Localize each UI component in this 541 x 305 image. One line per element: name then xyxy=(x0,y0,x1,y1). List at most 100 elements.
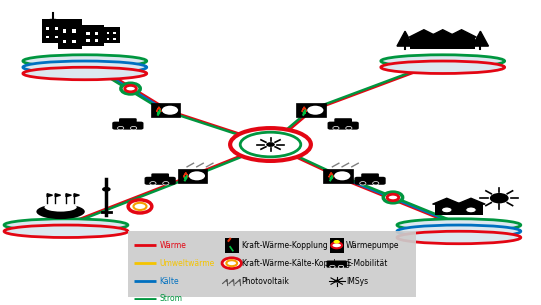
FancyBboxPatch shape xyxy=(334,118,352,124)
Ellipse shape xyxy=(397,225,521,238)
FancyBboxPatch shape xyxy=(107,38,109,40)
FancyBboxPatch shape xyxy=(55,35,58,38)
FancyBboxPatch shape xyxy=(119,118,137,124)
Text: Kraft-Wärme-Kälte-Kopplung: Kraft-Wärme-Kälte-Kopplung xyxy=(241,259,350,268)
Polygon shape xyxy=(157,107,161,112)
Circle shape xyxy=(121,83,140,94)
FancyBboxPatch shape xyxy=(72,40,76,43)
Ellipse shape xyxy=(397,219,521,231)
Ellipse shape xyxy=(44,203,77,212)
FancyBboxPatch shape xyxy=(361,173,379,179)
Circle shape xyxy=(307,106,324,115)
FancyBboxPatch shape xyxy=(429,37,456,49)
Ellipse shape xyxy=(397,231,521,244)
Circle shape xyxy=(117,126,124,130)
Circle shape xyxy=(466,207,476,213)
FancyBboxPatch shape xyxy=(326,260,347,268)
Ellipse shape xyxy=(4,219,128,231)
Circle shape xyxy=(329,265,335,268)
FancyBboxPatch shape xyxy=(128,231,416,296)
FancyBboxPatch shape xyxy=(296,103,326,117)
FancyBboxPatch shape xyxy=(107,32,109,34)
Circle shape xyxy=(162,106,178,115)
Text: Kraft-Wärme-Kopplung: Kraft-Wärme-Kopplung xyxy=(241,241,328,250)
Circle shape xyxy=(338,265,344,268)
FancyBboxPatch shape xyxy=(113,32,116,34)
Polygon shape xyxy=(302,107,306,112)
Circle shape xyxy=(331,242,342,248)
Circle shape xyxy=(266,142,275,147)
FancyBboxPatch shape xyxy=(177,169,207,183)
Circle shape xyxy=(360,181,366,185)
Polygon shape xyxy=(66,194,71,197)
Polygon shape xyxy=(397,31,413,46)
FancyBboxPatch shape xyxy=(459,204,483,215)
Circle shape xyxy=(334,280,339,283)
FancyBboxPatch shape xyxy=(329,238,344,253)
FancyBboxPatch shape xyxy=(58,19,82,49)
FancyBboxPatch shape xyxy=(323,169,353,183)
Ellipse shape xyxy=(23,67,147,80)
Circle shape xyxy=(189,171,205,180)
FancyBboxPatch shape xyxy=(113,122,143,130)
Circle shape xyxy=(163,181,169,185)
Circle shape xyxy=(490,193,509,203)
FancyBboxPatch shape xyxy=(354,177,386,185)
Polygon shape xyxy=(433,198,461,204)
Circle shape xyxy=(373,181,379,185)
Circle shape xyxy=(150,181,156,185)
Text: Umweltwärme: Umweltwärme xyxy=(160,259,215,268)
Circle shape xyxy=(441,207,452,213)
Circle shape xyxy=(134,203,147,210)
Text: Wärme: Wärme xyxy=(160,241,187,250)
Circle shape xyxy=(102,187,111,192)
Circle shape xyxy=(333,126,339,130)
Circle shape xyxy=(125,85,136,92)
FancyBboxPatch shape xyxy=(46,27,49,30)
FancyBboxPatch shape xyxy=(95,32,98,35)
FancyBboxPatch shape xyxy=(113,38,116,40)
FancyBboxPatch shape xyxy=(104,27,120,43)
Text: IMSys: IMSys xyxy=(346,277,368,285)
Text: E-Mobilität: E-Mobilität xyxy=(346,259,387,268)
Circle shape xyxy=(334,171,351,180)
FancyBboxPatch shape xyxy=(225,238,239,253)
Text: Kälte: Kälte xyxy=(160,277,179,285)
Polygon shape xyxy=(447,30,477,37)
Polygon shape xyxy=(55,194,61,197)
FancyBboxPatch shape xyxy=(42,19,63,43)
Circle shape xyxy=(387,194,399,201)
Text: Wärmepumpe: Wärmepumpe xyxy=(346,241,399,250)
Circle shape xyxy=(130,126,137,130)
FancyBboxPatch shape xyxy=(448,37,475,49)
FancyBboxPatch shape xyxy=(435,204,459,215)
FancyBboxPatch shape xyxy=(87,32,90,35)
Polygon shape xyxy=(183,172,188,177)
Polygon shape xyxy=(428,30,458,37)
FancyBboxPatch shape xyxy=(63,29,67,33)
Polygon shape xyxy=(457,198,485,204)
FancyBboxPatch shape xyxy=(151,103,180,117)
Ellipse shape xyxy=(381,61,505,74)
Polygon shape xyxy=(472,31,489,46)
Circle shape xyxy=(226,260,237,266)
FancyBboxPatch shape xyxy=(63,40,67,43)
Ellipse shape xyxy=(230,128,311,161)
FancyBboxPatch shape xyxy=(46,35,49,38)
Polygon shape xyxy=(329,172,333,177)
FancyBboxPatch shape xyxy=(87,39,90,42)
Circle shape xyxy=(333,240,340,243)
Polygon shape xyxy=(409,30,439,37)
Text: Photovoltaik: Photovoltaik xyxy=(241,277,289,285)
Ellipse shape xyxy=(381,55,505,67)
FancyBboxPatch shape xyxy=(151,173,169,179)
Ellipse shape xyxy=(23,61,147,74)
FancyBboxPatch shape xyxy=(411,37,437,49)
Circle shape xyxy=(222,258,241,269)
Circle shape xyxy=(128,200,152,213)
Polygon shape xyxy=(74,194,80,197)
FancyBboxPatch shape xyxy=(327,122,359,130)
Circle shape xyxy=(383,192,403,203)
Ellipse shape xyxy=(4,225,128,238)
FancyBboxPatch shape xyxy=(144,177,176,185)
